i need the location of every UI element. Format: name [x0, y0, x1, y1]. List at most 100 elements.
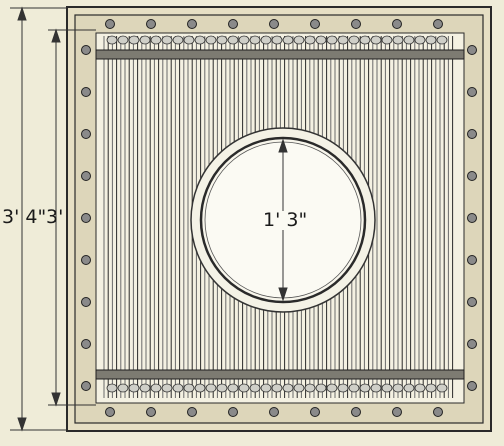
- bolt-icon: [467, 255, 477, 265]
- tube-end: [337, 383, 349, 393]
- tube-end: [293, 35, 305, 45]
- tube-end: [205, 383, 217, 393]
- tube-end: [414, 383, 426, 393]
- bolt-icon: [467, 381, 477, 391]
- tube-end: [425, 383, 437, 393]
- bolt-icon: [467, 297, 477, 307]
- bolt-icon: [392, 19, 402, 29]
- tube-end: [161, 35, 173, 45]
- bolt-icon: [467, 339, 477, 349]
- tube-end: [282, 383, 294, 393]
- outer-height-dimension: [10, 6, 66, 432]
- tube-end: [139, 383, 151, 393]
- tube-end: [381, 35, 393, 45]
- bolt-icon: [467, 87, 477, 97]
- bolt-icon: [81, 213, 91, 223]
- tube-end: [326, 35, 338, 45]
- tube-end: [403, 383, 415, 393]
- rod-array: [103, 36, 454, 398]
- bolt-icon: [81, 381, 91, 391]
- tube-end: [227, 383, 239, 393]
- tube-end: [304, 35, 316, 45]
- tube-end: [150, 35, 162, 45]
- bolt-icon: [81, 87, 91, 97]
- tube-end: [271, 35, 283, 45]
- tube-end: [282, 35, 294, 45]
- tube-end: [370, 35, 382, 45]
- tube-end: [425, 35, 437, 45]
- tube-end: [436, 35, 448, 45]
- bolt-icon: [81, 297, 91, 307]
- tube-end: [227, 35, 239, 45]
- tube-end: [436, 383, 448, 393]
- tube-end: [293, 383, 305, 393]
- bolt-icon: [81, 255, 91, 265]
- tube-end: [117, 383, 129, 393]
- tube-end: [359, 383, 371, 393]
- tube-end: [370, 383, 382, 393]
- bolt-icon: [269, 407, 279, 417]
- bolt-icon: [146, 407, 156, 417]
- tube-end: [392, 383, 404, 393]
- tube-ends: [106, 35, 448, 393]
- tube-end: [326, 383, 338, 393]
- inner-height-label: 3': [46, 206, 64, 228]
- tube-end: [161, 383, 173, 393]
- tube-end: [238, 383, 250, 393]
- bolt-icon: [228, 19, 238, 29]
- tube-end: [315, 383, 327, 393]
- tube-end: [216, 383, 228, 393]
- bolt-icon: [81, 45, 91, 55]
- bolt-icon: [81, 129, 91, 139]
- header-rails: [95, 49, 465, 380]
- tube-end: [172, 35, 184, 45]
- tube-end: [106, 35, 118, 45]
- tube-end: [414, 35, 426, 45]
- tube-end: [117, 35, 129, 45]
- bolt-icon: [467, 45, 477, 55]
- bolt-icon: [433, 407, 443, 417]
- tube-end: [238, 35, 250, 45]
- bolt-icon: [269, 19, 279, 29]
- tube-end: [194, 35, 206, 45]
- bolt-icon: [433, 19, 443, 29]
- bolt-icon: [351, 19, 361, 29]
- tube-end: [271, 383, 283, 393]
- bolt-icon: [392, 407, 402, 417]
- bolt-icon: [467, 171, 477, 181]
- tube-end: [106, 383, 118, 393]
- top-rail: [95, 49, 465, 60]
- tube-end: [128, 35, 140, 45]
- tube-end: [205, 35, 217, 45]
- circle-diameter-label: 1' 3": [263, 209, 308, 231]
- bolt-icon: [310, 19, 320, 29]
- tube-end: [381, 383, 393, 393]
- tube-end: [260, 383, 272, 393]
- tube-end: [150, 383, 162, 393]
- bolt-icon: [467, 129, 477, 139]
- tube-end: [249, 383, 261, 393]
- tube-end: [348, 35, 360, 45]
- tube-end: [139, 35, 151, 45]
- tube-end: [194, 383, 206, 393]
- outer-height-label: 3' 4": [2, 206, 47, 228]
- tube-end: [260, 35, 272, 45]
- tube-end: [249, 35, 261, 45]
- bolt-ring: [81, 19, 477, 417]
- bolt-icon: [228, 407, 238, 417]
- bolt-icon: [310, 407, 320, 417]
- tube-end: [315, 35, 327, 45]
- tube-end: [392, 35, 404, 45]
- bolt-icon: [146, 19, 156, 29]
- bottom-rail: [95, 369, 465, 380]
- bolt-icon: [81, 339, 91, 349]
- tube-end: [216, 35, 228, 45]
- tube-end: [128, 383, 140, 393]
- bolt-icon: [105, 407, 115, 417]
- bolt-icon: [187, 19, 197, 29]
- tube-end: [172, 383, 184, 393]
- tube-end: [183, 35, 195, 45]
- tube-end: [348, 383, 360, 393]
